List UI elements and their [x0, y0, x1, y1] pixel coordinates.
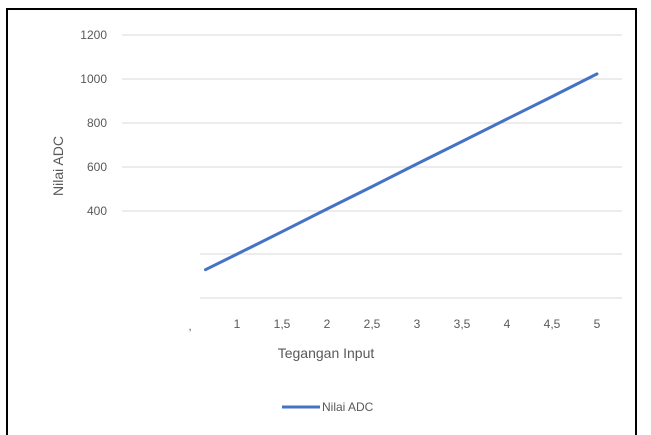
x-tick-label: 1	[234, 317, 241, 331]
x-tick-label-stray: ,	[188, 319, 191, 333]
x-tick-label: 3	[414, 317, 421, 331]
y-tick-label: 600	[87, 160, 107, 174]
x-tick-label: 2	[324, 317, 331, 331]
x-tick-label: 4	[504, 317, 511, 331]
x-axis-title: Tegangan Input	[278, 345, 375, 361]
legend-label-nilai-adc: Nilai ADC	[322, 400, 374, 414]
y-tick-label: 800	[87, 116, 107, 130]
x-tick-label: 3,5	[454, 317, 471, 331]
x-tick-label: 1,5	[274, 317, 291, 331]
x-tick-label: 2,5	[364, 317, 381, 331]
x-tick-label: 4,5	[544, 317, 561, 331]
x-tick-label: 5	[594, 317, 601, 331]
gridlines	[122, 34, 622, 299]
y-tick-label: 400	[87, 204, 107, 218]
x-tick-labels: 1 1,5 2 2,5 3 3,5 4 4,5 5	[234, 317, 601, 331]
y-tick-label: 1000	[80, 72, 107, 86]
y-tick-labels: 1200 1000 800 600 400	[80, 28, 107, 218]
series-line-nilai-adc	[204, 72, 599, 272]
y-axis-title: Nilai ADC	[50, 136, 66, 196]
y-tick-label: 1200	[80, 28, 107, 42]
